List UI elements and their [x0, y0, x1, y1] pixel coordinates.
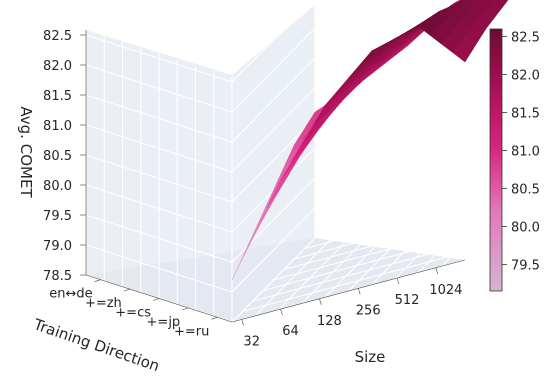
y-tick-label: en↔de — [49, 287, 92, 302]
x-axis-label: Size — [355, 348, 386, 366]
x-tick-label: 128 — [317, 314, 342, 329]
y-tick-label: +=zh — [85, 296, 122, 311]
z-tick-label: 80.0 — [43, 179, 72, 194]
x-tick-label: 256 — [356, 303, 381, 318]
y-tick-label: +=cs — [115, 306, 151, 321]
colorbar-tick-label: 79.5 — [511, 258, 540, 273]
z-tick-label: 79.5 — [43, 209, 72, 224]
colorbar-ticks: 79.5 80.0 80.5 81.0 81.5 82.0 82.5 — [502, 31, 540, 273]
colorbar-tick-label: 82.5 — [511, 31, 540, 46]
tick-labels: 78.5 79.0 79.5 80.0 80.5 81.0 81.5 82.0 82.5 32 64… — [43, 29, 462, 349]
z-tick-label: 81.0 — [43, 119, 72, 134]
colorbar-tick-label: 81.5 — [511, 107, 540, 122]
y-tick-label: +=ru — [174, 324, 209, 339]
y-axis-label: Training Direction — [30, 315, 161, 375]
z-tick-label: 78.5 — [43, 269, 72, 284]
y-tick-label: +=jp — [147, 315, 181, 330]
x-tick-label: 32 — [243, 334, 260, 349]
x-tick-label: 64 — [282, 324, 299, 339]
z-tick-label: 80.5 — [43, 149, 72, 164]
surface-mesh — [231, 0, 509, 281]
z-tick-label: 82.0 — [43, 59, 72, 74]
colorbar-tick-label: 81.0 — [511, 145, 540, 160]
z-axis-label: Avg. COMET — [17, 106, 35, 198]
z-tick-label: 81.5 — [43, 89, 72, 104]
colorbar-tick-label: 80.0 — [511, 220, 540, 235]
x-tick-label: 1024 — [429, 283, 462, 298]
x-axis-line — [231, 259, 466, 323]
z-tick-label: 82.5 — [43, 29, 72, 44]
surface-patch — [453, 47, 470, 63]
x-tick-label: 512 — [395, 293, 420, 308]
colorbar-tick-label: 80.5 — [511, 182, 540, 197]
z-tick-label: 79.0 — [43, 239, 72, 254]
grid-lines — [85, 0, 549, 323]
colorbar-tick-label: 82.0 — [511, 69, 540, 84]
colorbar — [489, 28, 503, 292]
